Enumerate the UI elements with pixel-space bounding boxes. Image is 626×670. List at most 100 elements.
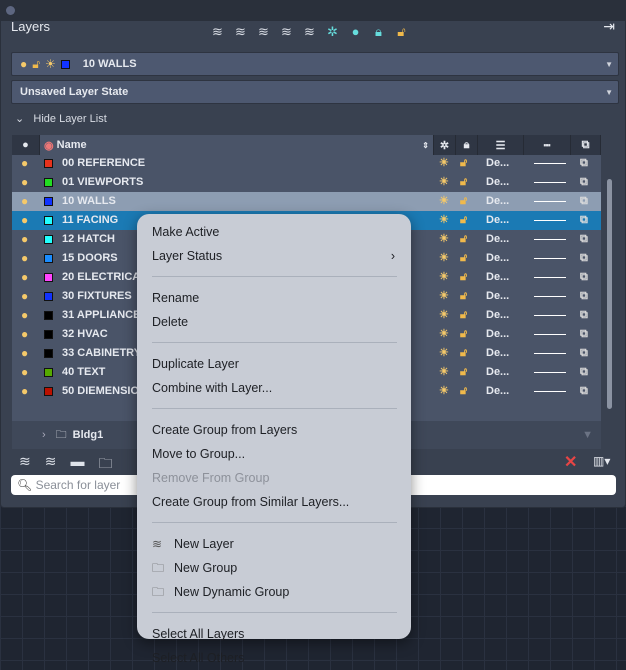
unlock-icon[interactable]: 🔓︎	[460, 195, 468, 207]
sun-icon[interactable]: ☀	[439, 214, 449, 226]
lineweight[interactable]: De...	[486, 252, 510, 264]
table-row[interactable]: ● 12 HATCH ☀ 🔓︎ De... ⧉	[12, 230, 601, 249]
table-row[interactable]: ● 20 ELECTRICA ☀ 🔓︎ De... ⧉	[12, 268, 601, 287]
sun-icon[interactable]: ☀	[439, 366, 449, 378]
bulb-icon[interactable]: ●	[21, 365, 29, 379]
plot-icon[interactable]: ⧉	[580, 347, 588, 359]
unlock-icon[interactable]: 🔓︎	[460, 347, 468, 359]
delete-icon[interactable]: ✕	[564, 454, 578, 471]
color-swatch[interactable]	[44, 235, 53, 244]
close-dot[interactable]	[6, 6, 15, 15]
sun-icon[interactable]: ☀	[439, 347, 449, 359]
color-swatch[interactable]	[44, 273, 53, 282]
chevron-right-icon[interactable]: ›	[42, 429, 46, 441]
unlock-icon[interactable]: 🔓︎	[460, 233, 468, 245]
menu-item-select-all-layers[interactable]: Select All Layers	[137, 622, 411, 646]
menu-item-create-group-from-similar-layers[interactable]: Create Group from Similar Layers...	[137, 490, 411, 514]
unlock-icon[interactable]: 🔓︎	[397, 24, 406, 39]
unlock-icon[interactable]: 🔓︎	[460, 290, 468, 302]
bulb-icon[interactable]: ●	[21, 308, 29, 322]
lineweight[interactable]: De...	[486, 214, 510, 226]
bulb-icon[interactable]: ●	[21, 194, 29, 208]
table-row[interactable]: ● 00 REFERENCE ☀ 🔓︎ De... ⧉	[12, 154, 601, 173]
new-layer-vp-frozen-icon[interactable]: ≋	[44, 453, 57, 469]
scrollbar[interactable]	[607, 179, 612, 409]
layer-state-dropdown[interactable]: Unsaved Layer State ▼	[11, 80, 619, 104]
lineweight[interactable]: De...	[486, 271, 510, 283]
menu-item-new-dynamic-group[interactable]: 🗀 New Dynamic Group	[137, 580, 411, 604]
plot-icon[interactable]: ⧉	[580, 252, 588, 264]
linetype[interactable]	[534, 192, 566, 211]
lineweight[interactable]: De...	[486, 366, 510, 378]
header-linetype-icon[interactable]: ┅	[524, 135, 571, 155]
new-dynamic-group-icon[interactable]: 🗀	[98, 455, 113, 471]
lineweight[interactable]: De...	[486, 290, 510, 302]
linetype[interactable]	[534, 306, 566, 325]
bulb-icon[interactable]: ●	[21, 232, 29, 246]
bulb-icon[interactable]: ●	[21, 327, 29, 341]
table-row[interactable]: ● 32 HVAC ☀ 🔓︎ De... ⧉	[12, 325, 601, 344]
menu-item-layer-status[interactable]: Layer Status ›	[137, 244, 411, 268]
sun-icon[interactable]: ☀	[439, 385, 449, 397]
new-group-icon[interactable]: ▬	[70, 453, 85, 469]
plot-icon[interactable]: ⧉	[580, 366, 588, 378]
header-on-icon[interactable]: ●	[12, 135, 40, 155]
color-swatch[interactable]	[44, 254, 53, 263]
linetype[interactable]	[534, 230, 566, 249]
sun-icon[interactable]: ☀	[439, 309, 449, 321]
lineweight[interactable]: De...	[486, 176, 510, 188]
unlock-icon[interactable]: 🔓︎	[460, 385, 468, 397]
menu-item-new-layer[interactable]: ≋ New Layer	[137, 532, 411, 556]
table-row[interactable]: ● 30 FIXTURES ☀ 🔓︎ De... ⧉	[12, 287, 601, 306]
plot-icon[interactable]: ⧉	[580, 271, 588, 283]
table-row[interactable]: ● 10 WALLS ☀ 🔓︎ De... ⧉	[12, 192, 601, 211]
filter-icon[interactable]: ▼	[582, 429, 593, 441]
plot-icon[interactable]: ⧉	[580, 385, 588, 397]
menu-item-delete[interactable]: Delete	[137, 310, 411, 334]
table-row[interactable]: ● 50 DIEMENSIO ☀ 🔓︎ De... ⧉	[12, 382, 601, 401]
sun-icon[interactable]: ☀	[439, 195, 449, 207]
bulb-icon[interactable]: ●	[21, 175, 29, 189]
linetype[interactable]	[534, 363, 566, 382]
plot-icon[interactable]: ⧉	[580, 157, 588, 169]
off-icon[interactable]: ●	[351, 24, 360, 39]
table-row[interactable]: ● 33 CABINETRY ☀ 🔓︎ De... ⧉	[12, 344, 601, 363]
bulb-icon[interactable]: ●	[21, 270, 29, 284]
dock-icon[interactable]: ⇥	[603, 18, 615, 34]
bulb-icon[interactable]: ●	[21, 251, 29, 265]
linetype[interactable]	[534, 154, 566, 173]
linetype[interactable]	[534, 344, 566, 363]
menu-item-create-group-from-layers[interactable]: Create Group from Layers	[137, 418, 411, 442]
lineweight[interactable]: De...	[486, 385, 510, 397]
sun-icon[interactable]: ☀	[439, 233, 449, 245]
unlock-icon[interactable]: 🔓︎	[460, 271, 468, 283]
lineweight[interactable]: De...	[486, 309, 510, 321]
set-current-icon[interactable]: ≋	[212, 24, 223, 39]
bulb-icon[interactable]: ●	[21, 213, 29, 227]
sun-icon[interactable]: ☀	[439, 157, 449, 169]
unlock-icon[interactable]: 🔓︎	[460, 157, 468, 169]
lineweight[interactable]: De...	[486, 347, 510, 359]
menu-item-move-to-group[interactable]: Move to Group...	[137, 442, 411, 466]
menu-item-select-all-others[interactable]: Select All Others	[137, 646, 411, 670]
isolate-icon[interactable]: ≋	[281, 24, 292, 39]
hide-layer-list-toggle[interactable]: ⌄ Hide Layer List	[15, 112, 107, 125]
header-name[interactable]: ◉ Name ⇕	[40, 135, 434, 155]
lineweight[interactable]: De...	[486, 328, 510, 340]
linetype[interactable]	[534, 211, 566, 230]
table-row[interactable]: ● 01 VIEWPORTS ☀ 🔓︎ De... ⧉	[12, 173, 601, 192]
match-icon[interactable]: ≋	[235, 24, 246, 39]
plot-icon[interactable]: ⧉	[580, 233, 588, 245]
sun-icon[interactable]: ☀	[439, 176, 449, 188]
new-layer-icon[interactable]: ≋	[19, 453, 31, 469]
bulb-icon[interactable]: ●	[21, 346, 29, 360]
color-swatch[interactable]	[44, 387, 53, 396]
title-bar[interactable]	[1, 1, 625, 21]
color-swatch[interactable]	[44, 178, 53, 187]
color-swatch[interactable]	[44, 216, 53, 225]
sun-icon[interactable]: ☀	[439, 271, 449, 283]
color-swatch[interactable]	[44, 330, 53, 339]
unlock-icon[interactable]: 🔓︎	[460, 214, 468, 226]
table-row[interactable]: ● 15 DOORS ☀ 🔓︎ De... ⧉	[12, 249, 601, 268]
bulb-icon[interactable]: ●	[21, 289, 29, 303]
